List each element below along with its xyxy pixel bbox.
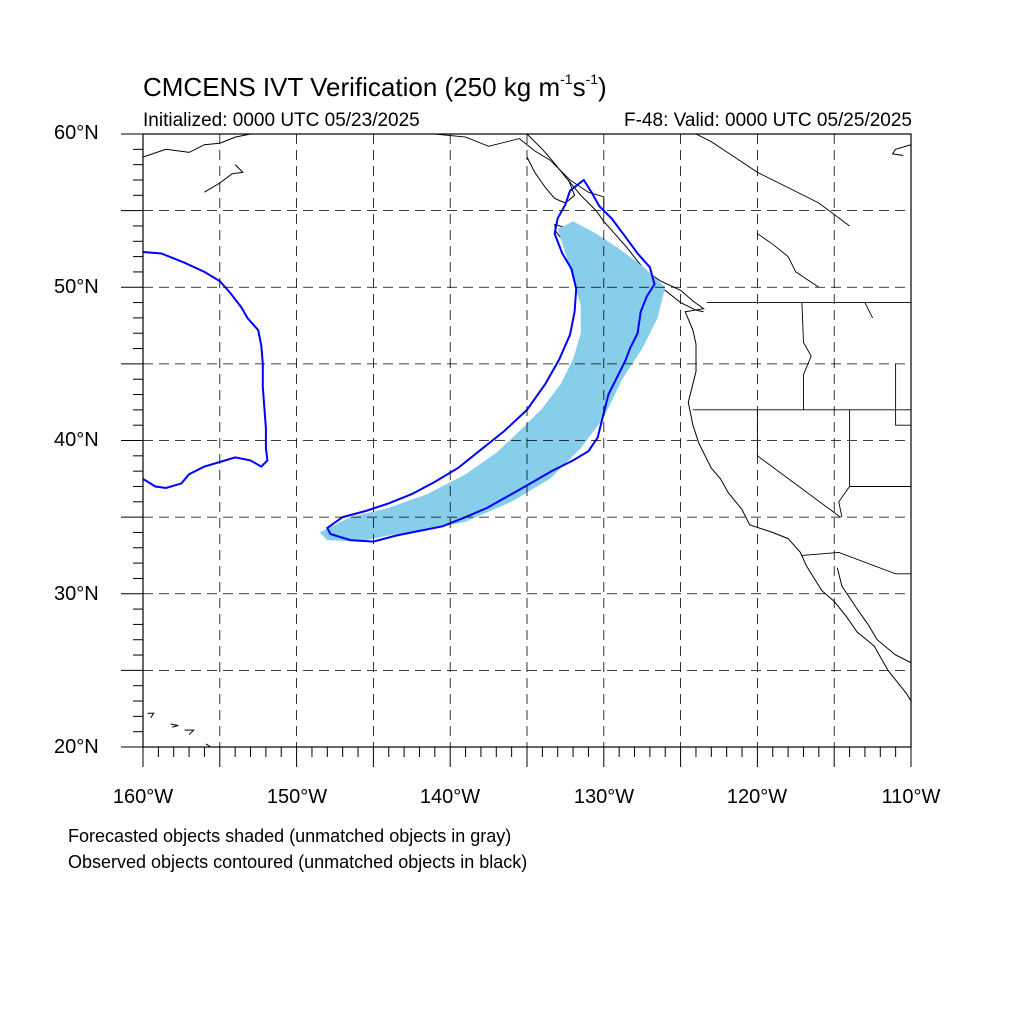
coastline [526,134,911,702]
political-border [801,551,911,575]
forecast-objects [319,221,666,542]
lon-label-150w: 150°W [266,786,328,808]
coastline [184,729,195,736]
political-border [838,409,851,518]
political-border [757,233,820,288]
forecast-ivt-object [319,221,666,542]
lon-label-130w: 130°W [573,786,635,808]
lat-label-40n: 40°N [54,429,99,451]
political-border [864,302,874,319]
lon-label-160w: 160°W [112,786,174,808]
coastline [891,144,911,156]
political-border [695,134,850,227]
observed-ivt-contour [326,178,656,543]
coastline [143,134,251,158]
political-border [756,409,841,518]
graticule [143,134,911,747]
lon-label-110w: 110°W [881,786,941,808]
coastline [526,156,576,204]
legend-note-observed: Observed objects contoured (unmatched ob… [68,852,528,872]
lat-label-20n: 20°N [54,736,99,758]
lat-label-30n: 30°N [54,583,99,605]
observed-objects [143,178,656,543]
coastline [836,567,911,664]
lat-label-60n: 60°N [54,122,99,144]
map-title: CMCENS IVT Verification (250 kg m-1s-1) [143,71,607,102]
axis-ticks [121,133,912,767]
valid-time: F-48: Valid: 0000 UTC 05/25/2025 [624,110,912,131]
init-time: Initialized: 0000 UTC 05/23/2025 [143,110,420,131]
observed-ivt-contour [143,251,269,490]
coastline [204,164,244,193]
lon-label-140w: 140°W [419,786,481,808]
legend-note-forecast: Forecasted objects shaded (unmatched obj… [68,826,512,846]
lon-label-120w: 120°W [726,786,788,808]
political-border [895,363,911,426]
lat-label-50n: 50°N [54,276,99,298]
coastline [147,712,155,719]
coastline [170,723,179,728]
map-frame [142,133,912,748]
political-border [434,134,605,214]
political-border [801,302,812,410]
